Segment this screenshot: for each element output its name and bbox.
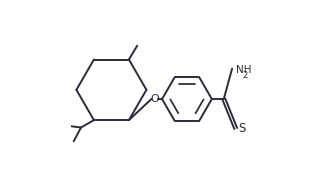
Text: 2: 2 (243, 70, 248, 80)
Text: S: S (238, 122, 245, 135)
Text: NH: NH (236, 65, 251, 76)
Text: O: O (150, 94, 159, 104)
